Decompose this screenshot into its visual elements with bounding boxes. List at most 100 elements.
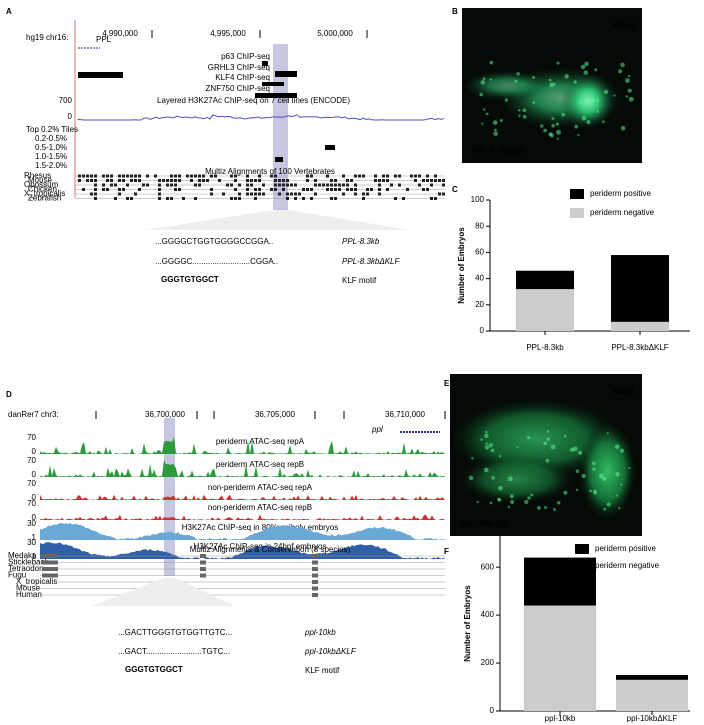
alignment-block [42, 560, 58, 565]
alignment-block [94, 179, 97, 182]
track-label: non-periderm ATAC-seq repB [208, 503, 312, 512]
gfp-cell [598, 473, 604, 479]
alignment-block [146, 174, 149, 178]
signal-track [40, 523, 445, 540]
gfp-cell [489, 78, 493, 81]
gfp-cell [537, 505, 541, 510]
alignment-block [430, 179, 433, 182]
alignment-block [374, 179, 377, 182]
species-label: Stickleback [8, 558, 49, 567]
alignment-block [294, 197, 297, 200]
alignment-block [442, 192, 445, 196]
gfp-cell [603, 507, 606, 511]
alignment-block [86, 174, 89, 178]
alignment-block [114, 197, 117, 200]
alignment-block [418, 174, 421, 178]
gfp-cell [613, 94, 616, 97]
alignment-block [130, 179, 133, 182]
scale-label: 30 [27, 538, 36, 547]
gfp-cell [563, 434, 567, 438]
panel-label: D [6, 390, 12, 399]
alignment-block [174, 179, 177, 182]
gfp-cell [482, 77, 486, 81]
alignment-block [438, 179, 441, 182]
alignment-block [338, 188, 341, 191]
track-label: Layered H3K27Ac ChIP-seq on 7 cell lines… [157, 96, 350, 105]
y-tick-label: 600 [481, 562, 495, 571]
species-label: X_tropicalis [24, 189, 65, 198]
alignment-block [138, 179, 141, 182]
gfp-cell [524, 499, 529, 505]
alignment-block [222, 192, 225, 196]
track-label: periderm ATAC-seq repA [216, 437, 305, 446]
alignment-block [250, 179, 253, 182]
alignment-block [274, 183, 277, 187]
gfp-cell [615, 471, 620, 477]
assembly-label: hg19 chr16: [26, 33, 68, 42]
gfp-cell [540, 124, 544, 128]
alignment-block [246, 174, 249, 178]
alignment-block [166, 179, 169, 182]
alignment-block [386, 174, 389, 178]
alignment-block [434, 174, 437, 178]
gfp-cell [627, 74, 631, 78]
y-axis-title: Number of Embryos [457, 227, 466, 304]
alignment-block [394, 174, 397, 178]
gfp-cell [514, 79, 518, 83]
alignment-block [326, 174, 329, 178]
alignment-block [254, 192, 257, 196]
legend-swatch [570, 208, 584, 218]
alignment-block [378, 183, 381, 187]
panel-label: F [444, 547, 449, 556]
tile-label: 0.5-1.0% [35, 143, 67, 152]
gfp-cell [518, 114, 521, 117]
alignment-block [362, 192, 365, 196]
gfp-cell [595, 99, 599, 102]
gfp-cell [543, 441, 548, 446]
alignment-block [246, 183, 249, 187]
species-label: Fugu [8, 571, 26, 580]
gfp-cell [581, 474, 586, 479]
alignment-block [200, 560, 206, 565]
alignment-block [86, 179, 89, 182]
alignment-block [366, 192, 369, 196]
scale-label: 0 [32, 493, 37, 502]
alignment-block [270, 174, 273, 178]
gfp-cell [480, 80, 486, 85]
alignment-block [334, 179, 337, 182]
gfp-cell [551, 117, 555, 120]
alignment-block [310, 174, 313, 178]
alignment-block [346, 188, 349, 191]
alignment-block [362, 197, 365, 200]
alignment-block [442, 179, 445, 182]
alignment-block [390, 183, 393, 187]
motif-logo: GGGTGTGGCT [125, 665, 183, 674]
alignment-block [230, 197, 233, 200]
alignment-block [118, 179, 121, 182]
gfp-cell [625, 95, 629, 98]
alignment-block [238, 197, 241, 200]
motif-label: KLF motif [305, 666, 340, 675]
alignment-block [182, 197, 185, 200]
gfp-cell [548, 78, 552, 82]
gfp-cell [628, 96, 634, 102]
peak-block [255, 93, 297, 98]
alignment-block [122, 174, 125, 178]
alignment-block [254, 188, 257, 191]
motif-logo: GGGTGTGGCT [161, 275, 219, 284]
signal-track [40, 514, 445, 520]
y-tick-label: 400 [481, 610, 495, 619]
gfp-cell [556, 129, 562, 135]
gfp-cell [507, 476, 513, 482]
panel-label: B [452, 7, 458, 16]
construct-label: PPL-8.3kb:gfp [472, 146, 526, 155]
peak-block [262, 61, 268, 66]
alignment-block [194, 183, 197, 187]
alignment-block [262, 183, 265, 187]
gfp-cell [485, 112, 489, 116]
alignment-block [286, 197, 289, 200]
bar-segment [516, 270, 574, 290]
scale-label: 0 [32, 447, 37, 456]
alignment-block [342, 183, 345, 187]
